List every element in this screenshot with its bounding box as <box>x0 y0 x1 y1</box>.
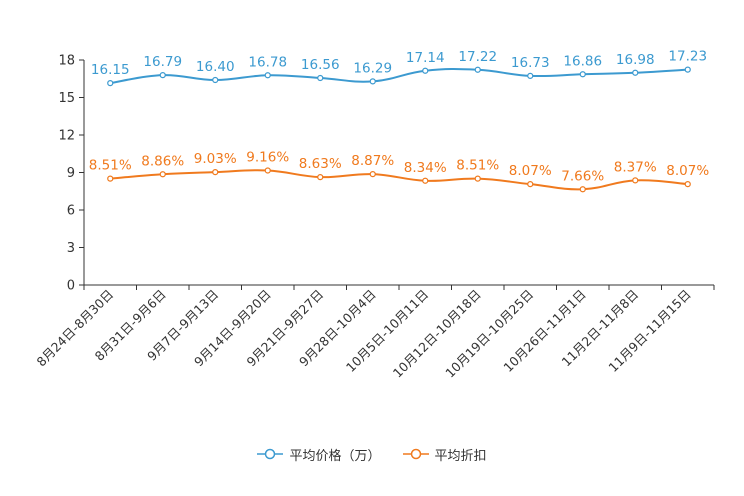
data-point <box>684 66 691 73</box>
data-point <box>579 71 586 78</box>
legend-line-circle-icon <box>402 448 429 460</box>
data-label: 9.03% <box>194 151 237 167</box>
data-label: 17.14 <box>406 50 445 66</box>
data-point <box>212 169 219 176</box>
data-label: 8.86% <box>141 153 184 169</box>
legend-label-avg-price: 平均价格（万） <box>289 448 381 464</box>
data-point <box>264 167 271 174</box>
data-label: 7.66% <box>561 168 604 184</box>
data-label: 8.37% <box>614 159 657 175</box>
y-tick-label: 18 <box>58 54 75 69</box>
data-point <box>579 186 586 193</box>
data-point <box>317 174 324 181</box>
data-label: 8.63% <box>299 156 342 172</box>
data-labels: 16.15 16.79 16.40 16.78 16.56 16.29 17.14 17.22… <box>89 49 710 185</box>
x-tick-label: 10月19日-10月25日 <box>442 287 536 381</box>
data-point <box>159 72 166 79</box>
data-label: 8.34% <box>404 160 447 176</box>
data-point <box>264 72 271 79</box>
data-label: 16.29 <box>353 60 392 76</box>
y-tick-label: 6 <box>67 204 75 219</box>
y-tick-label: 3 <box>67 241 75 256</box>
x-tick-label: 10月12日-10月18日 <box>390 287 484 381</box>
data-point <box>632 177 639 184</box>
data-label: 16.40 <box>196 59 235 75</box>
data-point <box>422 67 429 74</box>
data-label: 17.23 <box>668 49 707 65</box>
data-label: 8.51% <box>456 158 499 174</box>
data-label: 8.51% <box>89 158 132 174</box>
data-point <box>212 76 219 84</box>
data-label: 16.86 <box>563 53 602 69</box>
data-point <box>684 181 691 188</box>
data-point <box>632 69 639 76</box>
data-point <box>527 72 534 79</box>
data-label: 16.79 <box>143 54 182 70</box>
data-point <box>107 80 114 87</box>
series-layer <box>107 66 691 193</box>
data-point <box>369 78 376 85</box>
y-tick-label: 0 <box>67 279 75 294</box>
data-label: 9.16% <box>246 150 289 166</box>
data-point <box>474 66 481 73</box>
y-tick-label: 12 <box>58 129 75 144</box>
legend-label-avg-discount: 平均折扣 <box>434 448 487 464</box>
data-label: 16.56 <box>301 57 340 73</box>
legend: 平均价格（万） 平均折扣 <box>0 443 744 465</box>
data-label: 8.07% <box>666 163 709 179</box>
legend-item-avg-price[interactable]: 平均价格（万） <box>257 445 381 464</box>
data-label: 16.15 <box>91 62 130 78</box>
data-label: 16.98 <box>616 52 655 68</box>
data-label: 16.73 <box>511 55 550 71</box>
series-line-1 <box>110 169 688 191</box>
data-point <box>527 181 534 188</box>
data-point <box>317 74 324 82</box>
y-tick-label: 15 <box>58 91 75 106</box>
data-label: 16.78 <box>248 54 287 70</box>
y-tick-label: 9 <box>67 166 75 181</box>
data-label: 17.22 <box>458 49 497 65</box>
data-point <box>107 175 114 182</box>
axes: 03691215188月24日-8月30日8月31日-9月6日9月7日-9月13… <box>33 54 715 381</box>
data-label: 8.07% <box>509 163 552 179</box>
legend-line-circle-icon <box>257 448 284 460</box>
data-label: 8.87% <box>351 153 394 169</box>
series-line-0 <box>110 67 688 85</box>
data-point <box>474 175 481 182</box>
data-point <box>159 171 166 178</box>
data-point <box>422 177 429 184</box>
legend-item-avg-discount[interactable]: 平均折扣 <box>402 445 487 464</box>
data-point <box>369 171 376 178</box>
